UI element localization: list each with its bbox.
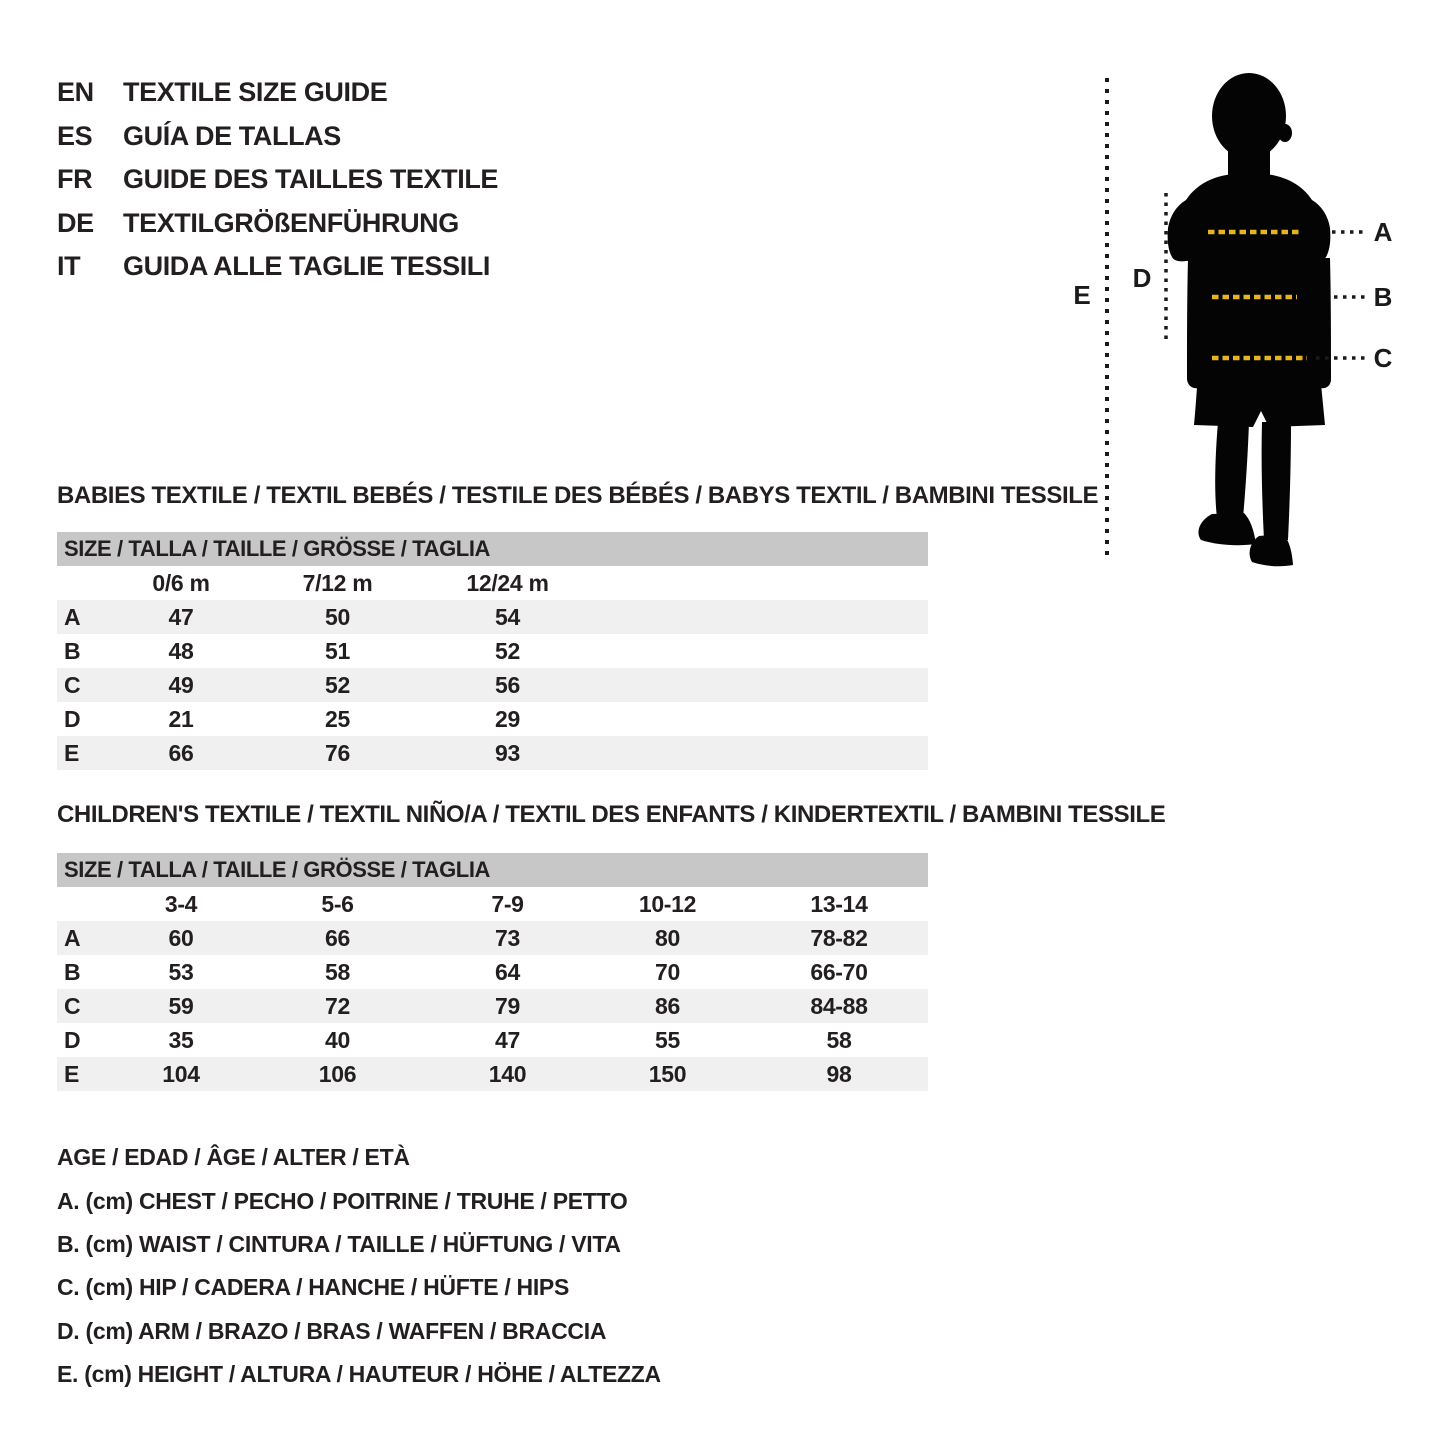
lang-code-de: DE xyxy=(57,207,94,238)
lang-code-it: IT xyxy=(57,251,81,282)
babies-col-0-6m: 0/6 m xyxy=(152,569,210,596)
babies-section-title: BABIES TEXTILE / TEXTIL BEBÉS / TESTILE … xyxy=(57,482,1099,509)
children-row-e: E 104 106 140 150 98 xyxy=(57,1057,928,1091)
lang-title-es: GUÍA DE TALLAS xyxy=(123,120,341,151)
lang-title-fr: GUIDE DES TAILLES TEXTILE xyxy=(123,164,499,195)
babies-row-b: B 48 51 52 xyxy=(64,637,520,664)
children-col-7-9: 7-9 xyxy=(491,890,524,917)
legend-height: E. (cm) HEIGHT / ALTURA / HAUTEUR / HÖHE… xyxy=(57,1361,661,1388)
child-measurement-figure: A B C D E xyxy=(1073,73,1393,567)
babies-col-7-12m: 7/12 m xyxy=(302,569,373,596)
children-col-13-14: 13-14 xyxy=(810,890,868,917)
silhouette-right-shoe xyxy=(1249,534,1293,567)
lang-title-de: TEXTILGRÖßENFÜHRUNG xyxy=(123,207,459,238)
children-row-a: A 60 66 73 80 78-82 xyxy=(57,921,928,955)
lang-code-es: ES xyxy=(57,120,93,151)
children-column-header-row: 3-4 5-6 7-9 10-12 13-14 xyxy=(57,887,928,921)
silhouette-head xyxy=(1212,73,1286,159)
legend-age: AGE / EDAD / ÂGE / ALTER / ETÀ xyxy=(57,1144,410,1171)
legend-waist: B. (cm) WAIST / CINTURA / TAILLE / HÜFTU… xyxy=(57,1230,621,1257)
children-size-header-bar: SIZE / TALLA / TAILLE / GRÖSSE / TAGLIA xyxy=(57,853,928,887)
label-d: D xyxy=(1133,263,1152,293)
body-measure-dashes-off-body xyxy=(1316,230,1365,360)
label-a: A xyxy=(1374,217,1393,247)
babies-row-e: E 66 76 93 xyxy=(57,736,928,770)
silhouette-right-arm xyxy=(1310,258,1331,389)
lang-row-it: IT GUIDA ALLE TAGLIE TESSILI xyxy=(57,245,498,289)
lang-code-fr: FR xyxy=(57,164,93,195)
babies-row-a: A 47 50 54 xyxy=(57,600,928,634)
babies-row-d: D 21 25 29 xyxy=(64,705,520,732)
measurement-legend: AGE / EDAD / ÂGE / ALTER / ETÀ A. (cm) C… xyxy=(57,1136,661,1396)
lang-title-en: TEXTILE SIZE GUIDE xyxy=(123,77,388,108)
child-silhouette xyxy=(1167,73,1331,567)
children-col-3-4: 3-4 xyxy=(164,890,198,917)
babies-row-c: C 49 52 56 xyxy=(57,668,928,702)
legend-arm: D. (cm) ARM / BRAZO / BRAS / WAFFEN / BR… xyxy=(57,1317,607,1344)
lang-title-it: GUIDA ALLE TAGLIE TESSILI xyxy=(123,251,490,282)
label-b: B xyxy=(1374,282,1393,312)
babies-size-table: SIZE / TALLA / TAILLE / GRÖSSE / TAGLIA … xyxy=(57,532,928,770)
children-row-b: B 53 58 64 70 66-70 xyxy=(64,958,868,985)
children-col-10-12: 10-12 xyxy=(638,890,697,917)
lang-row-es: ES GUÍA DE TALLAS xyxy=(57,115,498,159)
label-c: C xyxy=(1374,343,1393,373)
silhouette-right-leg xyxy=(1261,422,1291,540)
children-row-c: C 59 72 79 86 84-88 xyxy=(57,989,928,1023)
children-row-d: D 35 40 47 55 58 xyxy=(64,1026,852,1053)
babies-col-12-24m: 12/24 m xyxy=(466,569,549,596)
silhouette-shirt xyxy=(1167,173,1331,367)
lang-row-fr: FR GUIDE DES TAILLES TEXTILE xyxy=(57,158,498,202)
lang-row-de: DE TEXTILGRÖßENFÜHRUNG xyxy=(57,202,498,246)
silhouette-ear xyxy=(1278,124,1292,142)
body-measure-dashes-on-body xyxy=(1208,229,1307,361)
children-col-5-6: 5-6 xyxy=(321,890,354,917)
legend-chest: A. (cm) CHEST / PECHO / POITRINE / TRUHE… xyxy=(57,1187,628,1214)
silhouette-left-arm xyxy=(1187,258,1208,389)
legend-hip: C. (cm) HIP / CADERA / HANCHE / HÜFTE / … xyxy=(57,1274,570,1301)
children-size-table: SIZE / TALLA / TAILLE / GRÖSSE / TAGLIA … xyxy=(57,853,928,1091)
babies-size-header-bar: SIZE / TALLA / TAILLE / GRÖSSE / TAGLIA xyxy=(57,532,928,566)
lang-row-en: EN TEXTILE SIZE GUIDE xyxy=(57,71,498,115)
children-section-title: CHILDREN'S TEXTILE / TEXTIL NIÑO/A / TEX… xyxy=(57,801,1166,828)
lang-code-en: EN xyxy=(57,77,94,108)
language-title-block: EN TEXTILE SIZE GUIDE ES GUÍA DE TALLAS … xyxy=(57,71,498,289)
silhouette-left-leg xyxy=(1215,422,1249,518)
label-e: E xyxy=(1073,280,1090,310)
silhouette-left-shoe xyxy=(1198,513,1256,546)
silhouette-shorts xyxy=(1194,364,1325,427)
babies-column-header-row: 0/6 m 7/12 m 12/24 m xyxy=(57,566,928,600)
